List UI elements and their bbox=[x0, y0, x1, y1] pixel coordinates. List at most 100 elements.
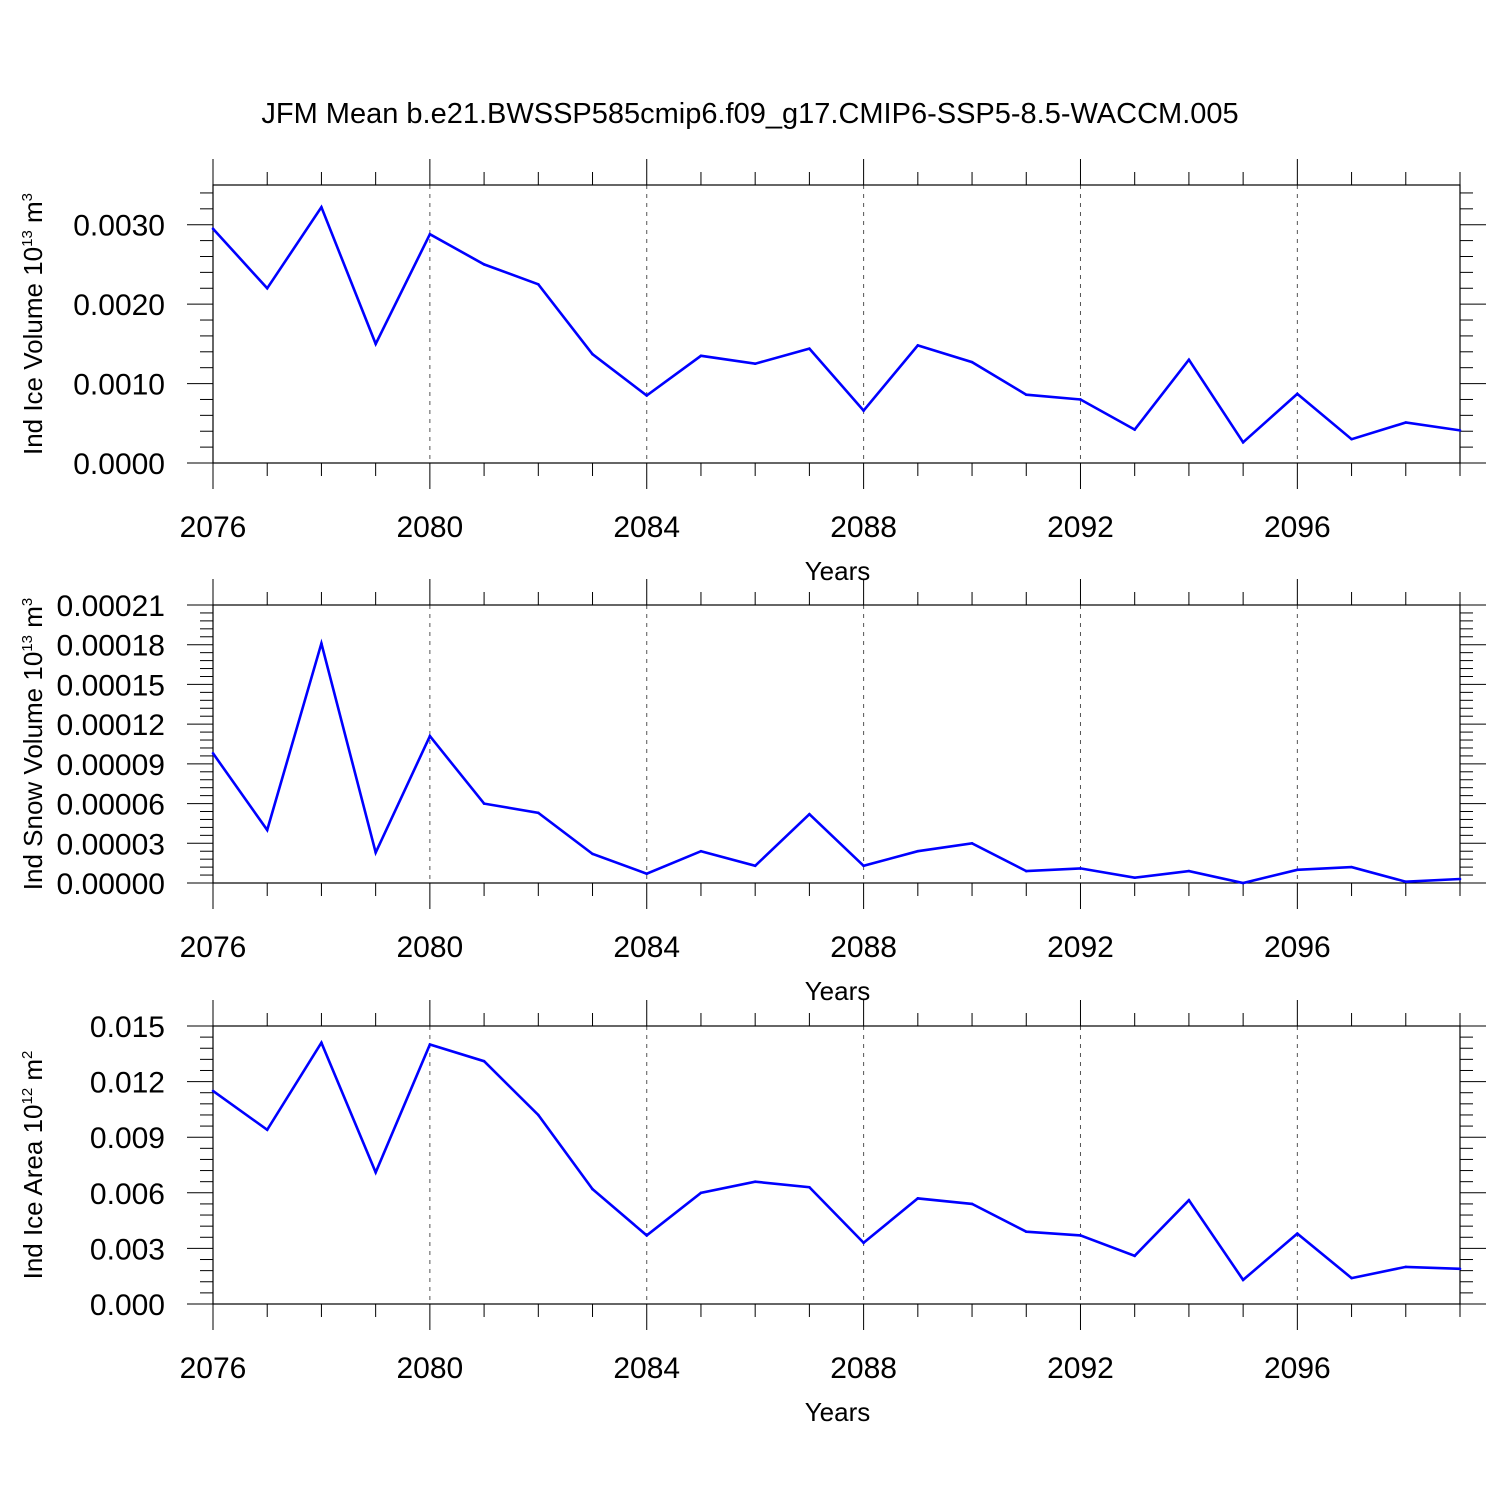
chart-panel-2: 0.00000 0.00003 0.00006 0.00009 0.00012 0.000… bbox=[18, 579, 1486, 1006]
data-point bbox=[1241, 1278, 1245, 1282]
y-tick-label: 0.00021 bbox=[57, 590, 165, 623]
data-series-line bbox=[212, 1039, 1461, 1282]
chart-panel-1: 0.0000 0.0010 0.0020 0.0030 2076 2080 2084 2088… bbox=[18, 159, 1486, 586]
x-tick-label: 2084 bbox=[613, 511, 680, 544]
y-tick-label: 0.000 bbox=[90, 1289, 165, 1322]
x-axis-label: Years bbox=[805, 1397, 871, 1427]
y-tick-label: 0.00003 bbox=[57, 828, 165, 861]
data-point bbox=[1350, 437, 1353, 441]
data-point bbox=[1133, 428, 1136, 431]
data-point bbox=[1133, 1254, 1136, 1258]
data-point bbox=[808, 347, 811, 350]
data-point bbox=[1024, 393, 1028, 396]
data-point bbox=[699, 1191, 703, 1195]
data-point bbox=[1079, 1234, 1082, 1237]
data-point bbox=[1187, 1198, 1191, 1202]
plot-frame bbox=[212, 184, 1461, 464]
data-point bbox=[1187, 358, 1191, 362]
data-point bbox=[211, 227, 215, 230]
x-tick-label: 2080 bbox=[396, 931, 463, 964]
data-point bbox=[699, 849, 703, 853]
data-point bbox=[970, 841, 974, 845]
y-tick-label: 0.0000 bbox=[73, 448, 165, 481]
x-tick-label: 2084 bbox=[613, 931, 680, 964]
data-point bbox=[862, 864, 865, 868]
data-point bbox=[265, 828, 269, 832]
x-axis-label: Years bbox=[805, 556, 871, 586]
x-tick-label: 2088 bbox=[830, 511, 897, 544]
y-tick-label: 0.0030 bbox=[73, 210, 165, 243]
data-point bbox=[1024, 869, 1028, 873]
y-axis-label: Ind Snow Volume 1013 m3 bbox=[18, 598, 48, 890]
data-point bbox=[1458, 1267, 1462, 1271]
y-tick-label: 0.0010 bbox=[73, 369, 165, 402]
x-axis-label: Years bbox=[805, 976, 871, 1006]
data-point bbox=[428, 232, 432, 236]
data-point bbox=[320, 205, 323, 209]
data-point bbox=[808, 1185, 811, 1189]
data-point bbox=[753, 362, 757, 366]
y-tick-label: 0.00009 bbox=[57, 749, 165, 782]
data-point bbox=[591, 852, 594, 856]
y-axis-label: Ind Ice Area 1012 m2 bbox=[18, 1051, 48, 1280]
x-tick-label: 2084 bbox=[613, 1352, 680, 1385]
data-point bbox=[862, 1241, 865, 1245]
plot-frame bbox=[212, 604, 1461, 884]
data-point bbox=[537, 282, 540, 286]
data-series-line bbox=[212, 204, 1461, 445]
y-tick-label: 0.006 bbox=[90, 1178, 165, 1211]
x-tick-label: 2096 bbox=[1264, 511, 1331, 544]
y-tick-label: 0.0020 bbox=[73, 289, 165, 322]
x-tick-label: 2092 bbox=[1047, 931, 1114, 964]
x-tick-label: 2096 bbox=[1264, 1352, 1331, 1385]
data-point bbox=[211, 1089, 215, 1093]
data-point bbox=[916, 849, 920, 853]
x-tick-label: 2080 bbox=[396, 1352, 463, 1385]
data-point bbox=[753, 1180, 757, 1183]
data-point bbox=[1133, 876, 1136, 880]
data-point bbox=[428, 1043, 432, 1046]
data-point bbox=[1024, 1230, 1028, 1234]
data-point bbox=[916, 344, 920, 347]
data-point bbox=[537, 811, 540, 815]
data-point bbox=[1350, 1276, 1353, 1280]
data-point bbox=[1458, 429, 1462, 432]
x-tick-label: 2076 bbox=[180, 1352, 247, 1385]
data-point bbox=[1079, 867, 1082, 870]
data-point bbox=[645, 1234, 649, 1237]
y-tick-label: 0.00000 bbox=[57, 868, 165, 901]
x-tick-label: 2088 bbox=[830, 931, 897, 964]
data-point bbox=[1079, 398, 1082, 401]
data-point bbox=[428, 734, 432, 738]
x-tick-label: 2076 bbox=[180, 931, 247, 964]
y-tick-label: 0.003 bbox=[90, 1233, 165, 1266]
y-tick-label: 0.015 bbox=[90, 1011, 165, 1044]
y-tick-label: 0.00015 bbox=[57, 669, 165, 702]
data-point bbox=[645, 872, 649, 876]
y-axis-label: Ind Ice Volume 1013 m3 bbox=[18, 193, 48, 455]
data-point bbox=[320, 642, 323, 645]
x-tick-label: 2088 bbox=[830, 1352, 897, 1385]
data-point bbox=[1187, 869, 1191, 873]
data-point bbox=[1404, 880, 1408, 883]
data-point bbox=[591, 352, 594, 356]
data-point bbox=[1241, 441, 1245, 444]
data-point bbox=[374, 851, 377, 854]
x-tick-label: 2092 bbox=[1047, 1352, 1114, 1385]
y-tick-label: 0.012 bbox=[90, 1067, 165, 1100]
x-tick-label: 2076 bbox=[180, 511, 247, 544]
x-tick-label: 2080 bbox=[396, 511, 463, 544]
data-point bbox=[970, 360, 974, 364]
data-point bbox=[482, 1059, 486, 1063]
data-point bbox=[482, 802, 486, 805]
data-point bbox=[753, 864, 757, 868]
data-point bbox=[808, 812, 811, 816]
data-point bbox=[265, 286, 269, 290]
data-point bbox=[537, 1113, 540, 1117]
y-tick-label: 0.00012 bbox=[57, 709, 165, 742]
data-series-line bbox=[211, 638, 1461, 885]
data-point bbox=[1296, 1232, 1299, 1235]
data-point bbox=[1241, 881, 1245, 885]
data-point bbox=[1296, 868, 1299, 872]
